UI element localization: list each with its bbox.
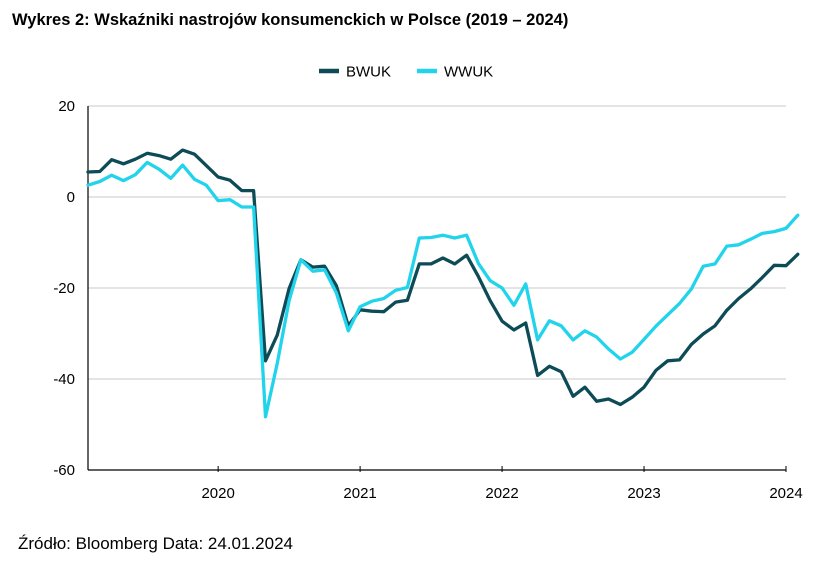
x-axis: 2020 2021 2022 2023 2024 (88, 466, 803, 502)
x-tick-label: 2022 (485, 485, 518, 502)
y-tick-label: -40 (53, 371, 75, 388)
x-tick-label: 2020 (201, 485, 234, 502)
series-line-bwuk (86, 148, 800, 407)
legend-label-bwuk: BWUK (346, 64, 391, 81)
y-tick-label: 20 (58, 98, 75, 115)
x-tick-label: 2021 (343, 485, 376, 502)
x-tick-label: 2024 (769, 485, 802, 502)
y-tick-label: -20 (53, 280, 75, 297)
y-tick-label: 0 (67, 189, 75, 206)
legend-label-wwuk: WWUK (444, 64, 493, 81)
source-note: Źródło: Bloomberg Data: 24.01.2024 (18, 534, 294, 553)
series-line-wwuk (86, 160, 800, 419)
y-axis: 20 0 -20 -40 -60 (53, 98, 89, 479)
x-tick-label: 2023 (627, 485, 660, 502)
gridlines (88, 105, 786, 380)
chart-title: Wykres 2: Wskaźniki nastrojów konsumenck… (12, 11, 569, 29)
legend: BWUK WWUK (319, 64, 493, 81)
series-lines (86, 148, 800, 419)
y-tick-label: -60 (53, 462, 75, 479)
